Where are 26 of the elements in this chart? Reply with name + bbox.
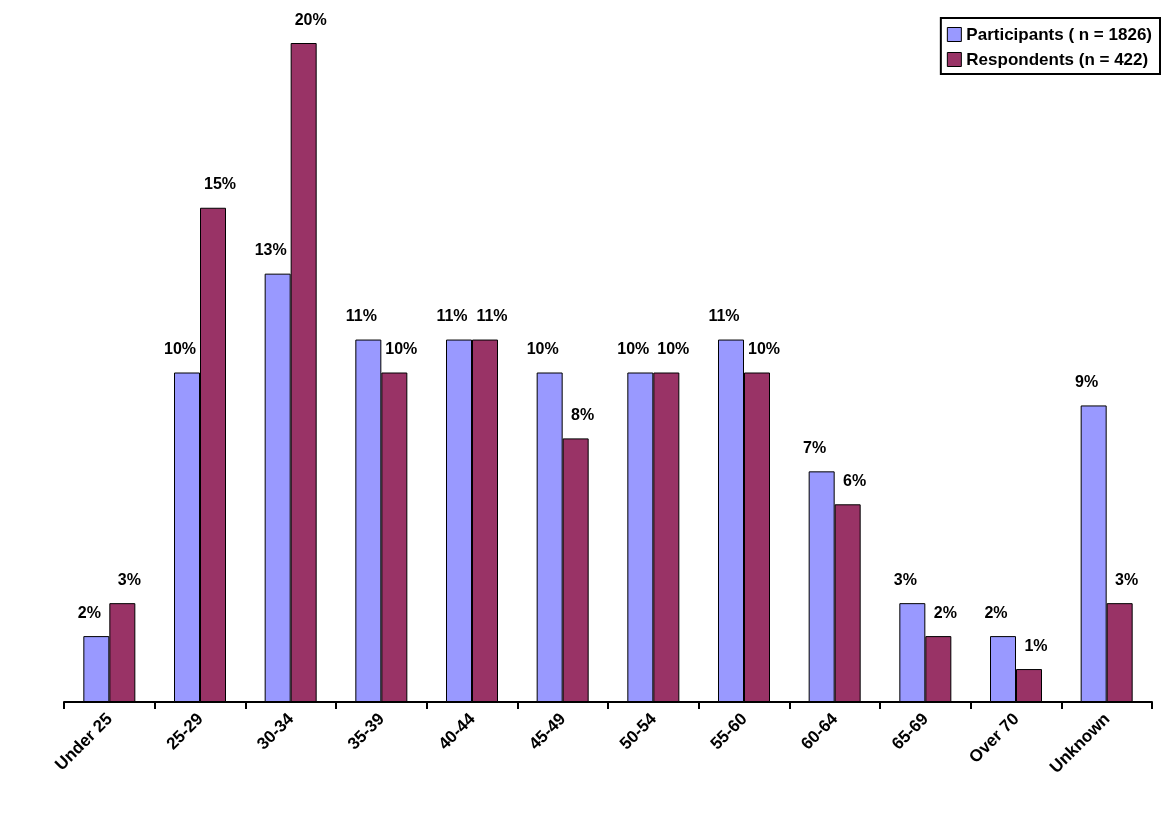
data-label: 10% xyxy=(747,340,781,357)
data-label: 7% xyxy=(803,438,827,456)
data-label: 3% xyxy=(893,570,917,588)
data-label: 13% xyxy=(254,241,287,259)
legend-label: Participants ( n = 1826) xyxy=(966,25,1152,44)
data-label: 8% xyxy=(571,405,595,423)
data-label: 6% xyxy=(843,471,867,489)
data-label: 11% xyxy=(436,307,468,325)
data-label: 2% xyxy=(984,603,1008,621)
data-label: 3% xyxy=(117,570,141,588)
data-label: 9% xyxy=(1075,372,1099,390)
data-label: 10% xyxy=(526,340,559,357)
data-label: 15% xyxy=(203,175,237,193)
data-label: 11% xyxy=(708,307,740,325)
data-label: 11% xyxy=(345,307,377,325)
data-label: 1% xyxy=(1024,636,1048,654)
data-label: 10% xyxy=(385,340,418,357)
data-label: 11% xyxy=(476,307,508,325)
legend-label: Respondents (n = 422) xyxy=(966,50,1149,69)
data-label: 10% xyxy=(657,340,690,357)
data-label: 10% xyxy=(617,340,650,357)
data-label: 2% xyxy=(77,603,101,621)
data-label: 10% xyxy=(163,340,197,357)
data-label: 2% xyxy=(933,603,957,621)
data-label: 3% xyxy=(1115,570,1139,588)
data-label: 20% xyxy=(294,10,327,28)
